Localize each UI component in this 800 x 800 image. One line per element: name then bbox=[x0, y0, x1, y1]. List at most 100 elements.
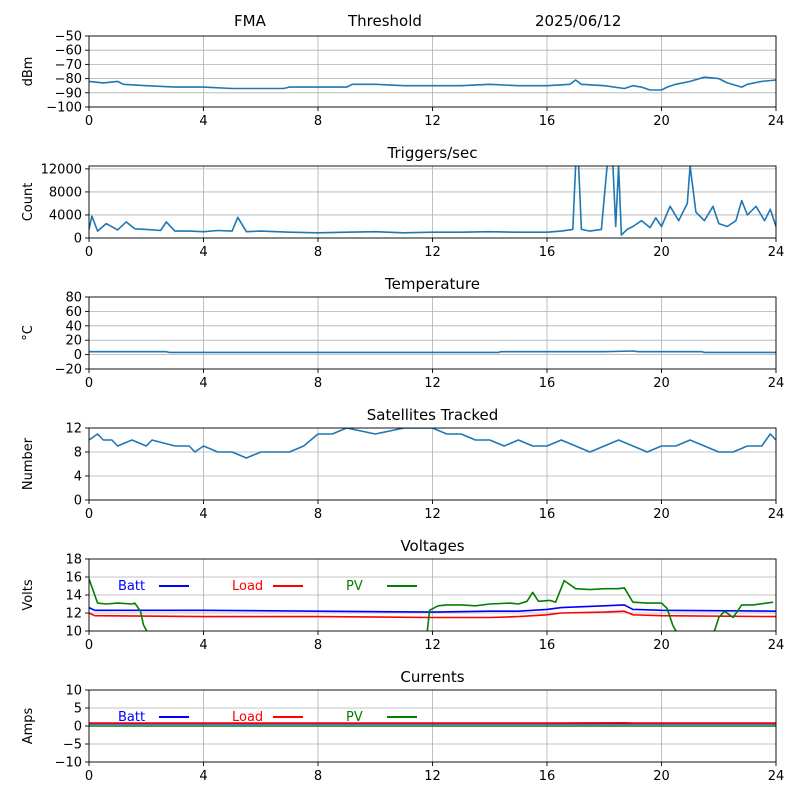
y-tick-label: 0 bbox=[74, 720, 82, 735]
x-tick-label: 0 bbox=[85, 376, 93, 391]
x-tick-label: 16 bbox=[539, 638, 556, 653]
y-tick-label: 16 bbox=[65, 571, 82, 586]
x-tick-label: 24 bbox=[768, 376, 785, 391]
y-axis-label: Number bbox=[21, 437, 36, 490]
header-date: 2025/06/12 bbox=[535, 12, 622, 30]
y-tick-label: −60 bbox=[55, 44, 82, 59]
series-line-batt bbox=[89, 604, 776, 613]
x-tick-label: 4 bbox=[199, 507, 207, 522]
y-tick-label: 80 bbox=[65, 291, 82, 306]
y-tick-label: −90 bbox=[55, 86, 82, 101]
y-tick-label: 5 bbox=[74, 702, 82, 717]
y-tick-label: −80 bbox=[55, 72, 82, 87]
chart-currents: 0 4 8 12 16 20 24 −10 −5 0 5 10 Currents Amps Batt Load… bbox=[21, 668, 784, 784]
series-line bbox=[89, 76, 776, 91]
y-tick-label: 8 bbox=[74, 446, 82, 461]
x-tick-label: 12 bbox=[424, 507, 441, 522]
y-tick-label: 4000 bbox=[49, 208, 82, 223]
chart-title: Triggers/sec bbox=[387, 144, 478, 162]
x-tick-label: 8 bbox=[314, 245, 322, 260]
header-mode: Threshold bbox=[348, 12, 422, 30]
chart-title: Temperature bbox=[384, 275, 480, 293]
x-tick-label: 4 bbox=[199, 638, 207, 653]
legend-label-pv: PV bbox=[346, 579, 363, 594]
x-tick-label: 20 bbox=[653, 245, 670, 260]
x-tick-label: 24 bbox=[768, 769, 785, 784]
chart-title: Satellites Tracked bbox=[367, 406, 498, 424]
x-tick-label: 8 bbox=[314, 376, 322, 391]
y-tick-label: 10 bbox=[65, 684, 82, 699]
y-axis-label: Count bbox=[21, 183, 36, 222]
chart-satellites: 0 4 8 12 16 20 24 0 4 8 12 Satellites Tracked Number bbox=[21, 406, 784, 522]
y-tick-label: 12000 bbox=[41, 162, 82, 177]
x-tick-label: 24 bbox=[768, 638, 785, 653]
y-tick-label: 8000 bbox=[49, 185, 82, 200]
x-tick-label: 20 bbox=[653, 114, 670, 129]
x-tick-label: 12 bbox=[424, 769, 441, 784]
x-tick-label: 16 bbox=[539, 245, 556, 260]
x-tick-label: 0 bbox=[85, 638, 93, 653]
series-line bbox=[89, 428, 776, 459]
y-tick-label: −100 bbox=[46, 101, 82, 116]
y-tick-label: 12 bbox=[65, 607, 82, 622]
y-tick-label: 10 bbox=[65, 625, 82, 640]
series-line-load bbox=[89, 610, 776, 619]
x-tick-label: 4 bbox=[199, 245, 207, 260]
x-tick-label: 8 bbox=[314, 638, 322, 653]
y-tick-label: 0 bbox=[74, 232, 82, 247]
y-tick-label: 40 bbox=[65, 319, 82, 334]
series-line bbox=[89, 166, 776, 236]
x-tick-label: 16 bbox=[539, 376, 556, 391]
y-tick-label: 0 bbox=[74, 348, 82, 363]
legend-label-batt: Batt bbox=[118, 579, 145, 594]
x-tick-label: 20 bbox=[653, 507, 670, 522]
x-tick-label: 12 bbox=[424, 638, 441, 653]
x-tick-label: 20 bbox=[653, 638, 670, 653]
series-line-pv bbox=[89, 578, 774, 631]
y-tick-label: −10 bbox=[55, 756, 82, 771]
legend-label-load: Load bbox=[232, 579, 263, 594]
y-tick-label: 60 bbox=[65, 305, 82, 320]
x-tick-label: 0 bbox=[85, 245, 93, 260]
y-tick-label: 18 bbox=[65, 553, 82, 568]
x-tick-label: 16 bbox=[539, 769, 556, 784]
legend-label-load: Load bbox=[232, 710, 263, 725]
x-tick-label: 8 bbox=[314, 507, 322, 522]
y-tick-label: 0 bbox=[74, 494, 82, 509]
x-tick-label: 12 bbox=[424, 114, 441, 129]
x-tick-label: 12 bbox=[424, 245, 441, 260]
y-tick-label: 14 bbox=[65, 589, 82, 604]
chart-title: Voltages bbox=[400, 537, 464, 555]
x-tick-label: 0 bbox=[85, 114, 93, 129]
legend-label-batt: Batt bbox=[118, 710, 145, 725]
y-axis-label: °C bbox=[21, 325, 36, 341]
x-tick-label: 20 bbox=[653, 769, 670, 784]
x-tick-label: 8 bbox=[314, 114, 322, 129]
header-site: FMA bbox=[234, 12, 266, 30]
chart-triggers: 0 4 8 12 16 20 24 0 4000 8000 12000 Triggers/sec Cou… bbox=[21, 144, 784, 260]
y-tick-label: −50 bbox=[55, 30, 82, 45]
x-tick-label: 16 bbox=[539, 114, 556, 129]
x-tick-label: 0 bbox=[85, 769, 93, 784]
x-tick-label: 0 bbox=[85, 507, 93, 522]
x-tick-label: 12 bbox=[424, 376, 441, 391]
y-axis-label: Amps bbox=[21, 707, 36, 744]
y-tick-label: −70 bbox=[55, 58, 82, 73]
y-tick-label: 20 bbox=[65, 334, 82, 349]
y-tick-label: −5 bbox=[63, 738, 82, 753]
y-tick-label: 4 bbox=[74, 470, 82, 485]
y-axis-label: Volts bbox=[21, 579, 36, 611]
legend-label-pv: PV bbox=[346, 710, 363, 725]
chart-voltages: 0 4 8 12 16 20 24 10 12 14 16 18 Voltages Volts Batt Lo… bbox=[21, 537, 784, 653]
x-tick-label: 24 bbox=[768, 245, 785, 260]
x-tick-label: 16 bbox=[539, 507, 556, 522]
x-tick-label: 24 bbox=[768, 507, 785, 522]
series-line bbox=[89, 350, 776, 354]
x-tick-label: 20 bbox=[653, 376, 670, 391]
chart-signal: 0 4 8 12 16 20 24 −100−90−80−70−60−50 dBm bbox=[21, 30, 784, 130]
y-tick-label: −20 bbox=[55, 363, 82, 378]
x-tick-label: 4 bbox=[199, 376, 207, 391]
x-tick-label: 8 bbox=[314, 769, 322, 784]
